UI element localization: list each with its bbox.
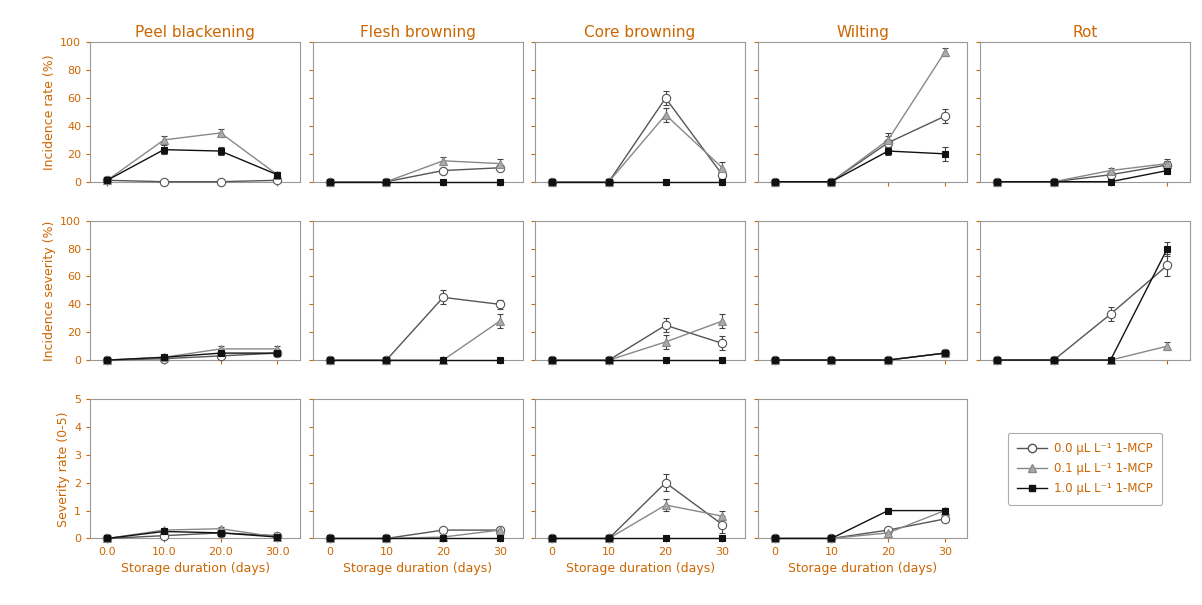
Legend: 0.0 μL L⁻¹ 1-MCP, 0.1 μL L⁻¹ 1-MCP, 1.0 μL L⁻¹ 1-MCP: 0.0 μL L⁻¹ 1-MCP, 0.1 μL L⁻¹ 1-MCP, 1.0 … [1008,433,1162,505]
Title: Rot: Rot [1072,25,1097,40]
X-axis label: Storage duration (days): Storage duration (days) [343,561,492,575]
X-axis label: Storage duration (days): Storage duration (days) [565,561,715,575]
Y-axis label: Incidence rate (%): Incidence rate (%) [43,54,56,170]
Title: Flesh browning: Flesh browning [359,25,476,40]
X-axis label: Storage duration (days): Storage duration (days) [789,561,938,575]
Title: Wilting: Wilting [837,25,889,40]
Title: Peel blackening: Peel blackening [135,25,255,40]
Y-axis label: Severity rate (0-5): Severity rate (0-5) [56,411,70,526]
Y-axis label: Incidence severity (%): Incidence severity (%) [43,220,56,361]
X-axis label: Storage duration (days): Storage duration (days) [120,561,269,575]
Title: Core browning: Core browning [584,25,696,40]
